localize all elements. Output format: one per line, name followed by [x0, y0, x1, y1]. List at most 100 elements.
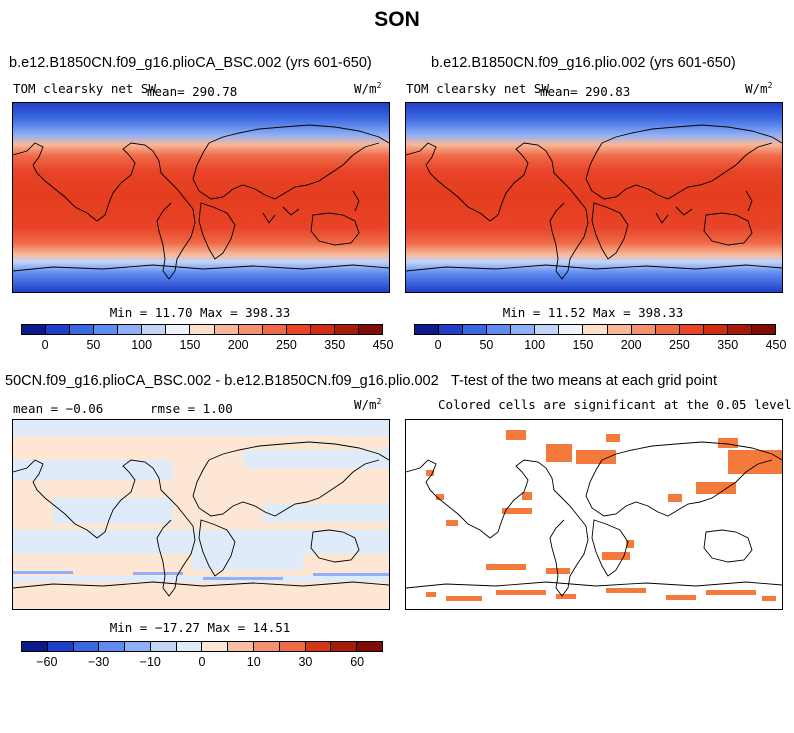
colorbar-cell: [94, 325, 119, 334]
colorbar-cell: [511, 325, 536, 334]
colorbar-cell: [214, 325, 239, 334]
colorbar-tick-label: −10: [139, 655, 161, 669]
figure-title: SON: [374, 8, 420, 31]
colorbar-cell: [228, 642, 255, 651]
colorbar-tick-label: 60: [350, 655, 365, 669]
colorbar-tick-label: 100: [131, 338, 153, 352]
panel4-title: T-test of the two means at each grid poi…: [451, 373, 717, 389]
panel3-units: W/m2: [354, 397, 382, 413]
panel2-coastlines: [406, 124, 782, 280]
colorbar-cell: [70, 325, 95, 334]
colorbar-tick-label: 200: [620, 338, 642, 352]
panel4-significant-cells: [426, 430, 782, 601]
colorbar-cell: [655, 325, 680, 334]
colorbar-cell: [279, 642, 306, 651]
colorbar-cell: [439, 325, 464, 334]
colorbar-tick-label: 100: [524, 338, 546, 352]
colorbar-tick-label: 450: [765, 338, 787, 352]
colorbar-cell: [22, 642, 48, 651]
panel3-coastlines: [13, 441, 389, 597]
colorbar-cell: [535, 325, 560, 334]
colorbar-cell: [238, 325, 263, 334]
colorbar-tick-label: 250: [276, 338, 297, 352]
colorbar-cell: [254, 642, 280, 651]
colorbar-tick-label: 150: [179, 338, 201, 352]
colorbar-cell: [99, 642, 126, 651]
colorbar-tick-label: 0: [434, 338, 442, 352]
colorbar-cell: [73, 642, 100, 651]
colorbar-tick-label: 200: [227, 338, 249, 352]
colorbar-cell: [46, 325, 71, 334]
colorbar-cell: [463, 325, 488, 334]
panel1-coastlines: [13, 124, 389, 280]
panel3-map: [12, 419, 390, 610]
colorbar-tick-label: 50: [86, 338, 101, 352]
colorbar-cell: [751, 325, 775, 334]
panel3-rmse: rmse = 1.00: [150, 401, 233, 416]
colorbar-tick-label: 30: [298, 655, 313, 669]
colorbar-cell: [331, 642, 358, 651]
colorbar-tick-label: 150: [572, 338, 594, 352]
panel2-field: [406, 103, 782, 292]
colorbar-cell: [631, 325, 656, 334]
panel1-field: [13, 103, 389, 292]
colorbar-cell: [166, 325, 191, 334]
colorbar-cell: [202, 642, 229, 651]
colorbar-cell: [679, 325, 704, 334]
colorbar-tick-label: 450: [372, 338, 394, 352]
colorbar-cell: [262, 325, 287, 334]
colorbar-cell: [47, 642, 74, 651]
panel1-variable-label: TOM clearsky net SW: [13, 81, 156, 96]
panel1-map: [12, 102, 390, 293]
colorbar-tick-label: 0: [41, 338, 49, 352]
colorbar-cell: [357, 642, 382, 651]
panel1-mean: mean= 290.78: [147, 84, 238, 99]
colorbar-cell: [125, 642, 151, 651]
colorbar-tick-label: 0: [198, 655, 206, 669]
panel4-coastlines: [406, 441, 782, 597]
panel3-minmax: Min = −17.27 Max = 14.51: [109, 620, 291, 635]
colorbar-cell: [727, 325, 752, 334]
panel3-strong-negative-bands: [13, 571, 389, 580]
colorbar-cell: [176, 642, 203, 651]
colorbar-tick-label: 10: [246, 655, 261, 669]
colorbar-tick-label: 350: [717, 338, 739, 352]
colorbar-cell: [286, 325, 311, 334]
panel2-variable-label: TOM clearsky net SW: [406, 81, 549, 96]
panel4-map: [405, 419, 783, 610]
panel2-map: [405, 102, 783, 293]
colorbar-cell: [22, 325, 47, 334]
panel3-case-title: 50CN.f09_g16.plioCA_BSC.002 - b.e12.B185…: [5, 373, 439, 389]
panel3-colorbar: [21, 641, 383, 652]
colorbar-tick-label: −30: [87, 655, 110, 669]
panel1-minmax: Min = 11.70 Max = 398.33: [109, 305, 291, 320]
panel3-negative-regions: [13, 420, 389, 582]
panel2-colorbar: [414, 324, 776, 335]
panel3-mean: mean = −0.06: [13, 401, 104, 416]
colorbar-cell: [358, 325, 382, 334]
colorbar-cell: [305, 642, 332, 651]
colorbar-cell: [559, 325, 584, 334]
panel2-case-title: b.e12.B1850CN.f09_g16.plio.002 (yrs 601-…: [431, 55, 736, 71]
panel2-mean: mean= 290.83: [540, 84, 631, 99]
colorbar-cell: [415, 325, 440, 334]
colorbar-tick-label: 250: [669, 338, 690, 352]
colorbar-cell: [310, 325, 335, 334]
colorbar-tick-label: 50: [479, 338, 494, 352]
panel4-subtitle: Colored cells are significant at the 0.0…: [438, 397, 792, 412]
colorbar-cell: [190, 325, 215, 334]
colorbar-cell: [703, 325, 728, 334]
colorbar-tick-label: −60: [36, 655, 58, 669]
colorbar-cell: [118, 325, 143, 334]
colorbar-cell: [142, 325, 167, 334]
panel1-units: W/m2: [354, 81, 382, 97]
panel1-colorbar: [21, 324, 383, 335]
colorbar-cell: [150, 642, 177, 651]
colorbar-tick-label: 350: [324, 338, 346, 352]
colorbar-cell: [334, 325, 359, 334]
colorbar-cell: [607, 325, 632, 334]
panel1-case-title: b.e12.B1850CN.f09_g16.plioCA_BSC.002 (yr…: [9, 55, 372, 71]
colorbar-cell: [583, 325, 608, 334]
colorbar-cell: [487, 325, 512, 334]
panel2-units: W/m2: [745, 81, 773, 97]
